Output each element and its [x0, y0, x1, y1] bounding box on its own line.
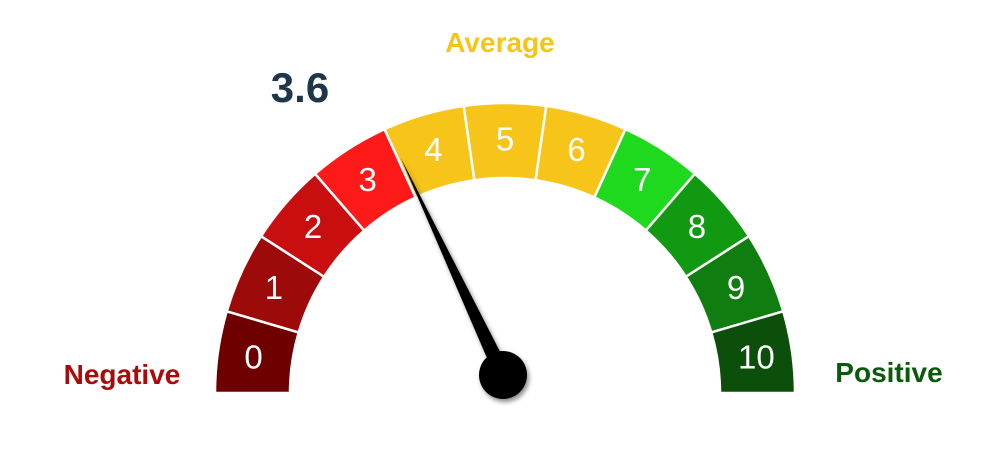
gauge-tick-label-5: 5: [496, 121, 514, 158]
gauge-tick-label-2: 2: [304, 208, 322, 245]
positive-label: Positive: [835, 357, 942, 388]
average-label: Average: [445, 27, 554, 58]
gauge-needle: [400, 157, 527, 399]
gauge-tick-label-7: 7: [633, 161, 651, 198]
gauge-value-label: 3.6: [271, 64, 329, 111]
gauge-tick-label-0: 0: [244, 338, 262, 375]
gauge-tick-label-6: 6: [567, 131, 585, 168]
gauge-segment-10: [709, 309, 797, 395]
gauge-tick-label-9: 9: [727, 269, 745, 306]
negative-label: Negative: [64, 359, 181, 390]
needle-pointer: [400, 157, 511, 379]
gauge-tick-label-8: 8: [688, 208, 706, 245]
gauge-tick-label-3: 3: [359, 161, 377, 198]
gauge-tick-label-10: 10: [738, 338, 775, 375]
gauge-tick-label-4: 4: [424, 131, 442, 168]
gauge-segments: [213, 101, 797, 395]
gauge-tick-label-1: 1: [265, 269, 283, 306]
needle-hub: [479, 351, 527, 399]
